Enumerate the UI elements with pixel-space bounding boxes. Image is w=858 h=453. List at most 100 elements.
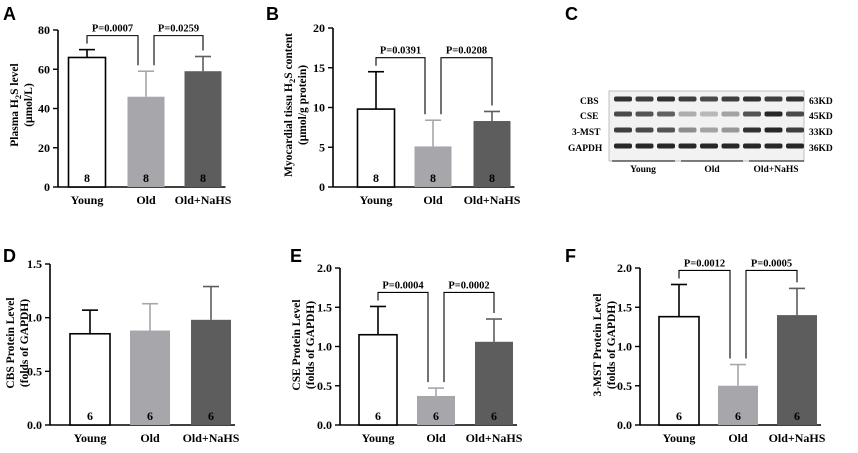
bar-old xyxy=(130,330,170,425)
y-tick-label-e: 2.0 xyxy=(317,261,332,275)
blot-band xyxy=(678,111,697,117)
blot-band xyxy=(700,111,718,117)
n-label-old: 8 xyxy=(430,171,436,185)
x-tick-label-old: Old xyxy=(423,193,443,207)
blot-band xyxy=(786,143,804,149)
y-axis-label-f: 3-MST Protein Level (folds of GAPDH) xyxy=(592,293,618,396)
blot-protein-gapdh: GAPDH xyxy=(568,144,603,154)
significance-bracket xyxy=(375,57,426,115)
x-tick-label-old-nahs: Old+NaHS xyxy=(769,431,826,445)
x-tick-label-old-nahs: Old+NaHS xyxy=(466,431,523,445)
bar-young xyxy=(358,333,398,426)
n-label-young: 6 xyxy=(87,409,93,423)
y-tick-label-f: 2.0 xyxy=(617,261,632,275)
y-tick-label-b: 20 xyxy=(313,21,325,35)
bar-old-nahs xyxy=(184,71,222,187)
blot-band xyxy=(786,127,804,133)
n-label-old: 6 xyxy=(433,409,439,423)
p-value-label: P=0.0002 xyxy=(448,280,489,291)
blot-band xyxy=(614,143,632,149)
blot-size-45kd: 45KD xyxy=(809,112,833,122)
blot-band xyxy=(764,111,783,117)
x-tick-label-old-nahs: Old+NaHS xyxy=(464,193,521,207)
n-label-old-nahs: 8 xyxy=(200,171,206,185)
chart-plasma-h2s: 0 20 40 60 80 8 Young 8 Old 8 Old+NaHS P=0.0007 P=0.… xyxy=(9,23,232,207)
blot-band xyxy=(743,111,761,117)
n-label-young: 6 xyxy=(676,409,682,423)
y-tick-label-f: 1.0 xyxy=(617,340,632,354)
n-label-old-nahs: 8 xyxy=(489,171,495,185)
y-tick-label-e: 0.5 xyxy=(317,379,332,393)
blot-band xyxy=(743,143,761,149)
blot-band xyxy=(700,127,718,133)
x-tick-label-old: Old xyxy=(728,431,748,445)
x-tick-label-young: Young xyxy=(663,431,696,445)
significance-bracket xyxy=(153,35,204,66)
blot-group-young: Young xyxy=(630,165,656,175)
bar-young xyxy=(67,56,107,188)
y-tick-label-b: 5 xyxy=(319,140,325,154)
p-value-label: P=0.0391 xyxy=(380,46,421,57)
blot-band xyxy=(614,127,632,133)
blot-size-63kd: 63KD xyxy=(809,97,833,107)
blot-band xyxy=(743,96,761,102)
x-tick-label-young: Young xyxy=(360,193,393,207)
blot-size-36kd: 36KD xyxy=(809,144,833,154)
y-tick-label-a: 20 xyxy=(38,141,50,155)
y-tick-label-d: 1.0 xyxy=(27,311,42,325)
x-tick-label-old-nahs: Old+NaHS xyxy=(183,431,240,445)
blot-band xyxy=(721,143,740,149)
n-label-young: 8 xyxy=(84,171,90,185)
blot-protein-cbs: CBS xyxy=(580,97,598,107)
y-tick-label-b: 15 xyxy=(313,61,325,75)
significance-bracket xyxy=(745,269,798,359)
x-tick-label-old: Old xyxy=(426,431,446,445)
blot-band xyxy=(700,96,718,102)
blot-band xyxy=(764,96,783,102)
blot-band xyxy=(635,143,654,149)
blot-band xyxy=(764,143,783,149)
blot-band xyxy=(635,111,654,117)
blot-band xyxy=(721,96,740,102)
blot-band xyxy=(657,127,675,133)
significance-bracket xyxy=(440,57,493,115)
x-tick-label-young: Young xyxy=(74,431,107,445)
n-label-old-nahs: 6 xyxy=(208,409,214,423)
n-label-old-nahs: 6 xyxy=(794,409,800,423)
blot-band xyxy=(657,96,675,102)
western-blot: CBS CSE 3-MST GAPDH 63KD 45KD 33KD 36KD … xyxy=(568,90,833,175)
bar-old xyxy=(414,146,452,187)
blot-band xyxy=(635,127,654,133)
chart-cbs-protein: 0.0 0.5 1.0 1.5 6 Young 6 Old 6 Old+NaHS CBS Prote… xyxy=(5,257,240,445)
significance-bracket xyxy=(86,35,139,66)
y-tick-label-b: 10 xyxy=(313,101,325,115)
bar-old-nahs xyxy=(777,315,817,425)
bar-old xyxy=(718,385,758,425)
p-value-label: P=0.0012 xyxy=(684,258,725,269)
bar-old-nahs xyxy=(191,319,231,425)
blot-band xyxy=(657,143,675,149)
p-value-label: P=0.0208 xyxy=(446,46,487,57)
bar-old xyxy=(417,395,455,425)
blot-band xyxy=(786,111,804,117)
blot-band xyxy=(743,127,761,133)
y-tick-label-e: 0.0 xyxy=(317,418,332,432)
blot-band xyxy=(614,111,632,117)
panel-letter-e: E xyxy=(290,246,302,266)
blot-band xyxy=(721,111,740,117)
n-label-young: 8 xyxy=(373,171,379,185)
blot-band xyxy=(678,96,697,102)
y-axis-label-a: Plasma H2S level(μmol/L) xyxy=(9,63,35,146)
bar-old xyxy=(127,96,165,187)
y-tick-label-f: 0.0 xyxy=(617,418,632,432)
blot-bands xyxy=(614,96,804,149)
chart-myocardial-h2s: 0 5 10 15 20 8 Young 8 Old 8 Old+NaHS P=0.0391 P=0.0… xyxy=(283,21,521,207)
blot-band xyxy=(786,96,804,102)
blot-band xyxy=(635,96,654,102)
blot-size-33kd: 33KD xyxy=(809,128,833,138)
blot-band xyxy=(657,111,675,117)
n-label-old: 6 xyxy=(147,409,153,423)
y-tick-label-e: 1.5 xyxy=(317,300,332,314)
significance-bracket xyxy=(377,291,429,383)
